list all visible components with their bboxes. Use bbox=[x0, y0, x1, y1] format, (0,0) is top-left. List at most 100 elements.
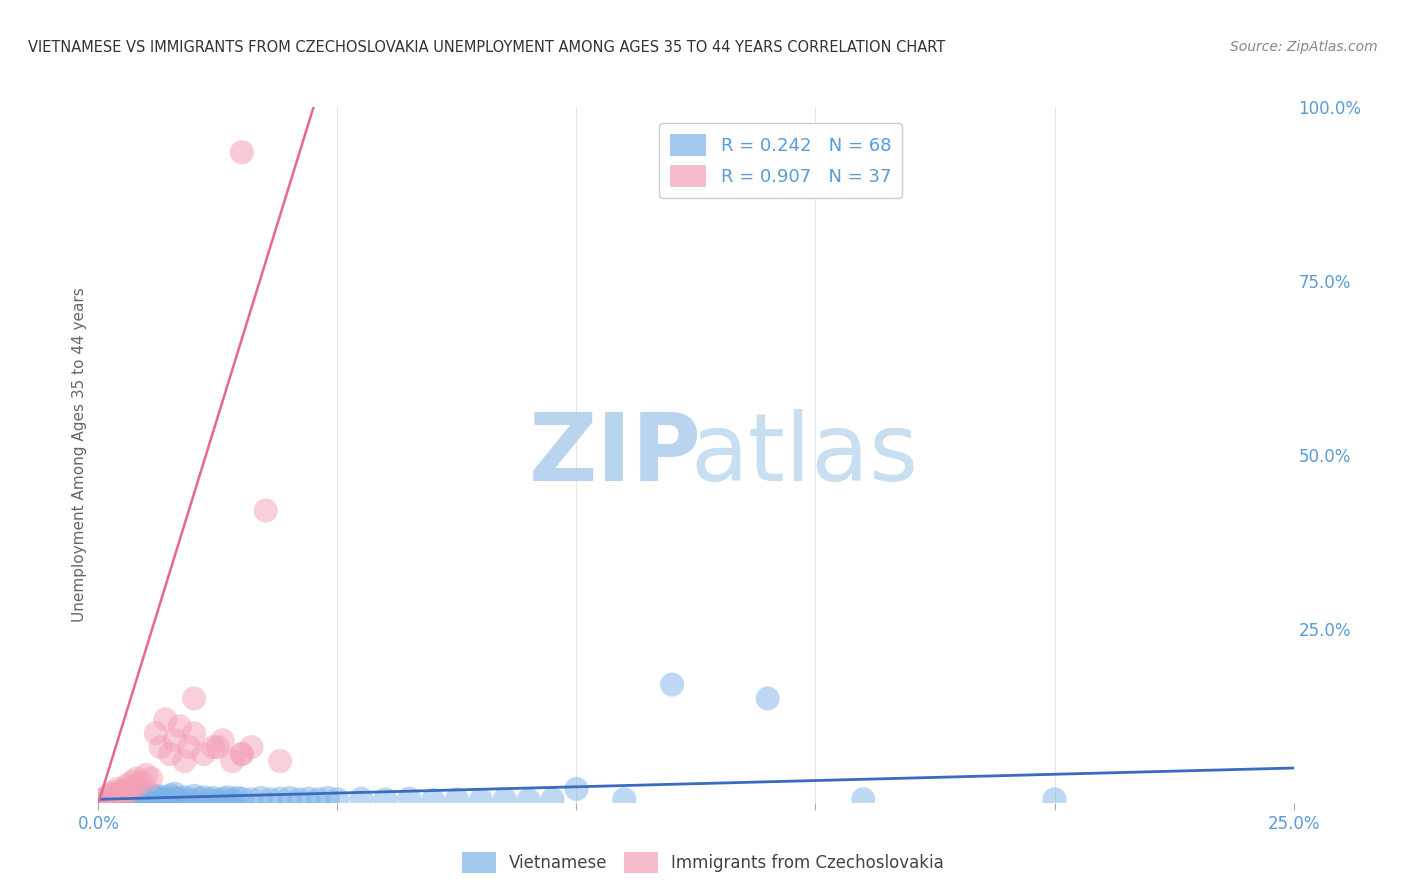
Point bbox=[149, 789, 172, 804]
Point bbox=[207, 740, 229, 755]
Point bbox=[169, 791, 191, 805]
Point bbox=[221, 792, 243, 806]
Point bbox=[135, 792, 157, 806]
Point bbox=[121, 781, 143, 796]
Point bbox=[221, 754, 243, 768]
Point bbox=[101, 788, 124, 802]
Point bbox=[91, 792, 114, 806]
Point bbox=[183, 691, 205, 706]
Point bbox=[115, 791, 138, 805]
Point bbox=[163, 791, 186, 805]
Point bbox=[179, 740, 201, 755]
Point bbox=[211, 733, 233, 747]
Point bbox=[145, 791, 167, 805]
Point bbox=[101, 790, 124, 805]
Point bbox=[231, 145, 253, 160]
Point bbox=[288, 792, 311, 806]
Point bbox=[446, 792, 468, 806]
Point bbox=[269, 754, 291, 768]
Point bbox=[494, 792, 516, 806]
Point bbox=[613, 792, 636, 806]
Point bbox=[565, 781, 588, 796]
Point bbox=[125, 778, 148, 793]
Point bbox=[155, 712, 177, 726]
Point bbox=[298, 791, 321, 805]
Point bbox=[226, 791, 249, 805]
Point bbox=[173, 790, 195, 805]
Point bbox=[111, 783, 134, 797]
Text: atlas: atlas bbox=[690, 409, 918, 501]
Point bbox=[197, 792, 219, 806]
Point bbox=[131, 791, 153, 805]
Point bbox=[159, 747, 181, 761]
Point bbox=[374, 792, 396, 806]
Point bbox=[231, 791, 253, 805]
Point bbox=[91, 792, 114, 806]
Point bbox=[149, 740, 172, 755]
Point bbox=[121, 789, 143, 804]
Legend: R = 0.242   N = 68, R = 0.907   N = 37: R = 0.242 N = 68, R = 0.907 N = 37 bbox=[659, 123, 903, 198]
Point bbox=[661, 677, 683, 691]
Point bbox=[307, 792, 329, 806]
Point bbox=[111, 785, 134, 799]
Point bbox=[231, 747, 253, 761]
Point bbox=[145, 726, 167, 740]
Point bbox=[541, 792, 564, 806]
Point bbox=[155, 791, 177, 805]
Point bbox=[254, 503, 277, 517]
Point bbox=[169, 719, 191, 733]
Point bbox=[259, 792, 281, 806]
Point bbox=[173, 754, 195, 768]
Point bbox=[422, 793, 444, 807]
Point bbox=[326, 792, 349, 806]
Point bbox=[101, 785, 124, 799]
Point bbox=[135, 768, 157, 782]
Point bbox=[107, 791, 129, 805]
Point bbox=[231, 747, 253, 761]
Point bbox=[756, 691, 779, 706]
Point bbox=[852, 792, 875, 806]
Point bbox=[111, 793, 134, 807]
Point bbox=[163, 733, 186, 747]
Point bbox=[131, 789, 153, 803]
Point bbox=[163, 787, 186, 801]
Point bbox=[125, 791, 148, 805]
Point bbox=[316, 791, 339, 805]
Point bbox=[159, 793, 181, 807]
Point bbox=[115, 785, 138, 799]
Point bbox=[187, 791, 209, 805]
Point bbox=[240, 792, 263, 806]
Point bbox=[121, 792, 143, 806]
Point bbox=[207, 793, 229, 807]
Y-axis label: Unemployment Among Ages 35 to 44 years: Unemployment Among Ages 35 to 44 years bbox=[72, 287, 87, 623]
Point bbox=[125, 772, 148, 786]
Point bbox=[250, 791, 273, 805]
Point bbox=[111, 789, 134, 803]
Point bbox=[101, 790, 124, 805]
Point bbox=[107, 788, 129, 802]
Point bbox=[240, 740, 263, 755]
Text: Source: ZipAtlas.com: Source: ZipAtlas.com bbox=[1230, 40, 1378, 54]
Point bbox=[97, 794, 120, 808]
Point bbox=[211, 791, 233, 805]
Point bbox=[115, 778, 138, 793]
Text: ZIP: ZIP bbox=[529, 409, 702, 501]
Point bbox=[398, 791, 420, 805]
Point bbox=[217, 790, 239, 805]
Point bbox=[202, 791, 225, 805]
Point bbox=[159, 788, 181, 802]
Point bbox=[193, 790, 215, 805]
Text: VIETNAMESE VS IMMIGRANTS FROM CZECHOSLOVAKIA UNEMPLOYMENT AMONG AGES 35 TO 44 YE: VIETNAMESE VS IMMIGRANTS FROM CZECHOSLOV… bbox=[28, 40, 945, 55]
Point bbox=[139, 772, 162, 786]
Point bbox=[139, 791, 162, 805]
Point bbox=[350, 791, 373, 805]
Point bbox=[115, 788, 138, 802]
Point bbox=[1043, 792, 1066, 806]
Point bbox=[278, 791, 301, 805]
Point bbox=[107, 789, 129, 803]
Point bbox=[202, 740, 225, 755]
Point bbox=[517, 793, 540, 807]
Point bbox=[183, 726, 205, 740]
Point bbox=[107, 781, 129, 796]
Point bbox=[131, 775, 153, 789]
